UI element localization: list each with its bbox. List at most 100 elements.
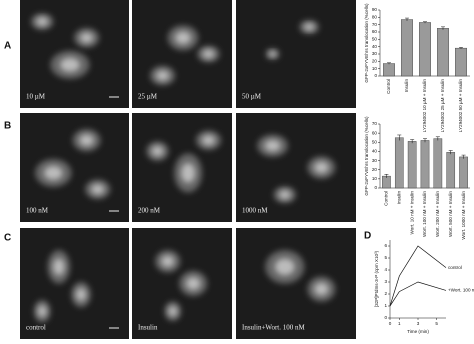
series-label: control (448, 265, 462, 270)
error-bar (441, 26, 445, 30)
x-tick-label: Control (384, 191, 389, 206)
x-tick-label: 3 (417, 321, 420, 326)
image-label: 200 nM (138, 207, 161, 215)
bar (437, 28, 449, 77)
error-bar (384, 174, 389, 178)
x-tick-label: Wort. 1000 nM + Insulin (461, 191, 466, 240)
x-tick-label: Control (386, 79, 391, 94)
image-label: 100 nM (26, 207, 49, 215)
x-tick-label: LY294002 50 µM + Insulin (458, 79, 463, 133)
y-axis-title: GFP-2xFYVEhrs translocation (%cells) (364, 116, 369, 196)
y-tick-label: 60 (372, 130, 378, 135)
error-bar (397, 134, 402, 141)
image-label: Insulin+Wort. 100 nM (242, 324, 305, 332)
image-label: 10 µM (26, 93, 46, 101)
bar (420, 140, 430, 189)
y-axis-title: [32P]PtdIns-3-P (cpm X10³) (374, 250, 379, 307)
micrograph: 200 nM (132, 113, 232, 222)
cell-nucleus (202, 135, 215, 146)
y-tick-label: 6 (384, 243, 387, 248)
cell-nucleus (80, 32, 93, 43)
error-bar (448, 150, 453, 155)
micrograph: Insulin+Wort. 100 nM (236, 228, 356, 339)
y-tick-label: 70 (372, 121, 378, 126)
micrograph: 1000 nM (236, 113, 356, 222)
cell-nucleus (60, 57, 80, 72)
micrograph: 10 µM (20, 0, 129, 108)
y-tick-label: 50 (372, 140, 378, 145)
cell-nucleus (314, 161, 329, 174)
image-label: 50 µM (242, 93, 262, 101)
cell-nucleus (186, 277, 201, 290)
y-tick-label: 60 (372, 29, 378, 34)
micrograph: 25 µM (132, 0, 232, 108)
image-label: 25 µM (138, 93, 158, 101)
x-tick-label: 0 (389, 321, 392, 326)
cell-nucleus (151, 146, 164, 157)
bar (407, 141, 417, 189)
cell-nucleus (44, 165, 63, 180)
panel-letter: C (4, 233, 11, 244)
cell-nucleus (181, 163, 196, 183)
series-line (389, 245, 447, 307)
y-tick-label: 0 (374, 73, 377, 78)
series-line (389, 281, 447, 307)
y-tick-label: 10 (372, 176, 378, 181)
bar (401, 19, 413, 77)
cell-nucleus (314, 282, 329, 296)
error-bar (405, 17, 409, 21)
micrograph-background (20, 228, 129, 339)
cell-nucleus (91, 184, 104, 195)
cell-nucleus (38, 305, 47, 317)
x-tick-label: Wort. 100 nM + Insulin (422, 191, 427, 237)
bar (394, 137, 404, 189)
micrograph: control (20, 228, 129, 339)
micrograph-background (236, 113, 356, 222)
y-tick-label: 1 (384, 303, 387, 308)
error-bar (410, 139, 415, 144)
micrograph-background (236, 228, 356, 339)
y-tick-label: 30 (372, 158, 378, 163)
y-axis-title: GFP-2xFYVEhrs translocation (%cells) (364, 3, 369, 83)
y-tick-label: 2 (384, 291, 387, 296)
y-tick-label: 5 (384, 255, 387, 260)
error-bar (423, 138, 427, 143)
bar (383, 63, 395, 77)
micrograph-background (236, 0, 356, 108)
y-tick-label: 20 (372, 167, 378, 172)
panel-letter: B (4, 121, 11, 132)
x-axis-title: Time (min) (407, 329, 429, 334)
cell-nucleus (304, 23, 315, 31)
cell-nucleus (279, 190, 291, 199)
image-label: 1000 nM (242, 207, 268, 215)
x-tick-label: 1 (398, 321, 401, 326)
bar (455, 47, 467, 77)
micrograph: 100 nM (20, 113, 129, 222)
series-label: +Wort. 100 nM (448, 288, 474, 293)
x-tick-label: 5 (435, 321, 438, 326)
error-bar (461, 154, 466, 159)
micrograph: 50 µM (236, 0, 356, 108)
x-tick-label: Insulin (397, 191, 402, 205)
micrographs: 10 µM 25 µM 50 µM 100 nM 200 nM 1000 nM contro… (20, 0, 356, 339)
y-tick-label: 50 (372, 37, 378, 42)
y-tick-label: 10 (372, 66, 378, 71)
y-tick-label: 40 (372, 44, 378, 49)
image-label: Insulin (138, 324, 158, 332)
image-label: control (26, 324, 46, 332)
bar (459, 156, 468, 189)
y-tick-label: 0 (374, 185, 377, 190)
x-tick-label: LY294002 10 µM + Insulin (422, 79, 427, 133)
x-tick-label: Wort. 10 nM + Insulin (409, 191, 414, 235)
error-bar (459, 47, 463, 49)
x-tick-label: Wort. 200 nM + Insulin (435, 191, 440, 237)
cell-nucleus (269, 51, 277, 57)
y-tick-label: 20 (372, 59, 378, 64)
error-bar (387, 62, 391, 65)
y-tick-label: 0 (384, 315, 387, 320)
y-tick-label: 70 (372, 22, 378, 27)
cell-nucleus (168, 306, 177, 317)
error-bar (423, 21, 427, 24)
